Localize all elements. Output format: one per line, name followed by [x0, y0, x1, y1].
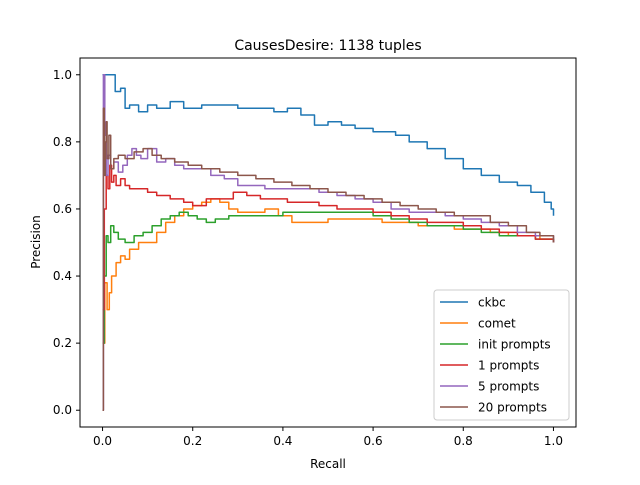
series-line-ckbc — [102, 74, 555, 216]
x-axis-ticks: 0.0 0.2 0.4 0.6 0.8 1.0 — [93, 427, 563, 448]
legend-label: 1 prompts — [478, 359, 539, 373]
legend-label: ckbc — [478, 296, 506, 310]
plot-area — [102, 74, 555, 411]
x-tick-label: 0.6 — [364, 434, 383, 448]
series-line-1-prompts — [102, 164, 555, 311]
x-tick-label: 1.0 — [544, 434, 563, 448]
plot-frame — [79, 57, 577, 428]
y-tick-label: 0.8 — [53, 135, 72, 149]
y-axis-ticks: 0.0 0.2 0.4 0.6 0.8 1.0 — [53, 68, 80, 417]
y-tick-label: 0.2 — [53, 336, 72, 350]
series-line-init-prompts — [102, 211, 555, 344]
legend-label: comet — [478, 317, 516, 331]
legend-label: 20 prompts — [478, 401, 547, 415]
y-tick-label: 0.0 — [53, 403, 72, 417]
x-tick-label: 0.4 — [273, 434, 292, 448]
series-line-20-prompts — [102, 107, 555, 411]
y-tick-label: 0.6 — [53, 202, 72, 216]
x-tick-label: 0.0 — [93, 434, 112, 448]
x-axis-label: Recall — [310, 457, 346, 471]
x-tick-label: 0.2 — [183, 434, 202, 448]
y-axis-label: Precision — [29, 215, 43, 269]
legend: ckbc comet init prompts 1 prompts 5 prompts 2… — [433, 289, 570, 421]
y-tick-label: 0.4 — [53, 269, 72, 283]
series-layer — [102, 74, 555, 411]
legend-label: init prompts — [478, 338, 551, 352]
x-tick-label: 0.8 — [454, 434, 473, 448]
legend-label: 5 prompts — [478, 380, 539, 394]
y-tick-label: 1.0 — [53, 68, 72, 82]
chart-title: CausesDesire: 1138 tuples — [234, 38, 421, 54]
